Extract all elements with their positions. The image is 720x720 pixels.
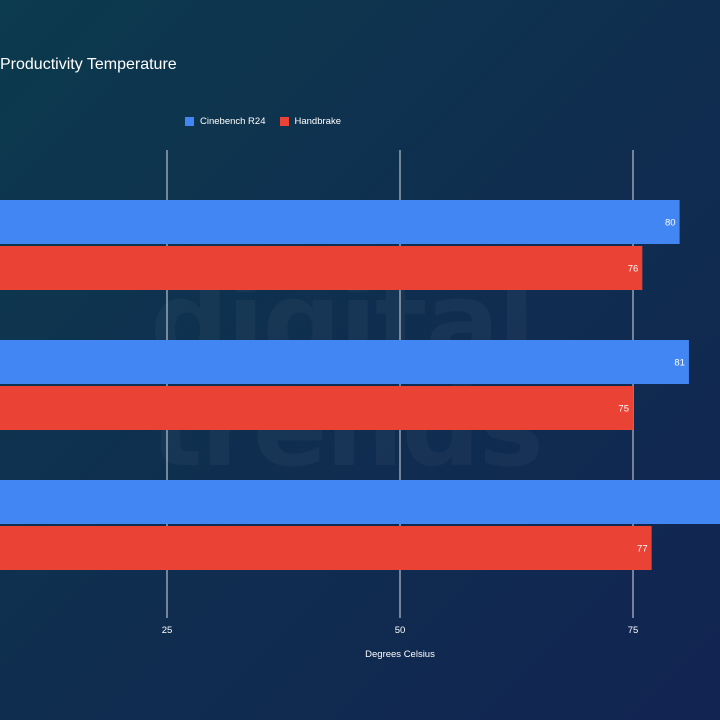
- data-label-cinebench-r24-0: 80: [665, 218, 676, 229]
- data-label-handbrake-2: 77: [637, 544, 648, 555]
- x-tick-label-50: 50: [395, 625, 406, 636]
- bar-handbrake-1: [0, 386, 633, 430]
- bar-handbrake-0: [0, 246, 643, 290]
- x-tick-label-75: 75: [628, 625, 639, 636]
- legend-item-handbrake: Handbrake: [279, 116, 341, 127]
- data-label-handbrake-1: 75: [618, 404, 629, 415]
- bar-cinebench-r24-2: [0, 480, 720, 524]
- legend-swatch-cinebench: [185, 117, 194, 126]
- data-label-handbrake-0: 76: [628, 264, 639, 275]
- chart-legend: Cinebench R24 Handbrake: [185, 116, 341, 127]
- legend-swatch-handbrake: [279, 117, 289, 126]
- legend-label-cinebench: Cinebench R24: [200, 116, 266, 127]
- legend-item-cinebench: Cinebench R24: [185, 116, 266, 127]
- x-tick-label-25: 25: [162, 625, 173, 636]
- bar-handbrake-2: [0, 526, 652, 570]
- legend-label-handbrake: Handbrake: [294, 116, 341, 127]
- chart-title: Productivity Temperature: [0, 56, 177, 73]
- bar-cinebench-r24-1: [0, 340, 689, 384]
- x-axis-label: Degrees Celsius: [365, 649, 435, 660]
- data-label-cinebench-r24-1: 81: [674, 358, 685, 369]
- bar-cinebench-r24-0: [0, 200, 680, 244]
